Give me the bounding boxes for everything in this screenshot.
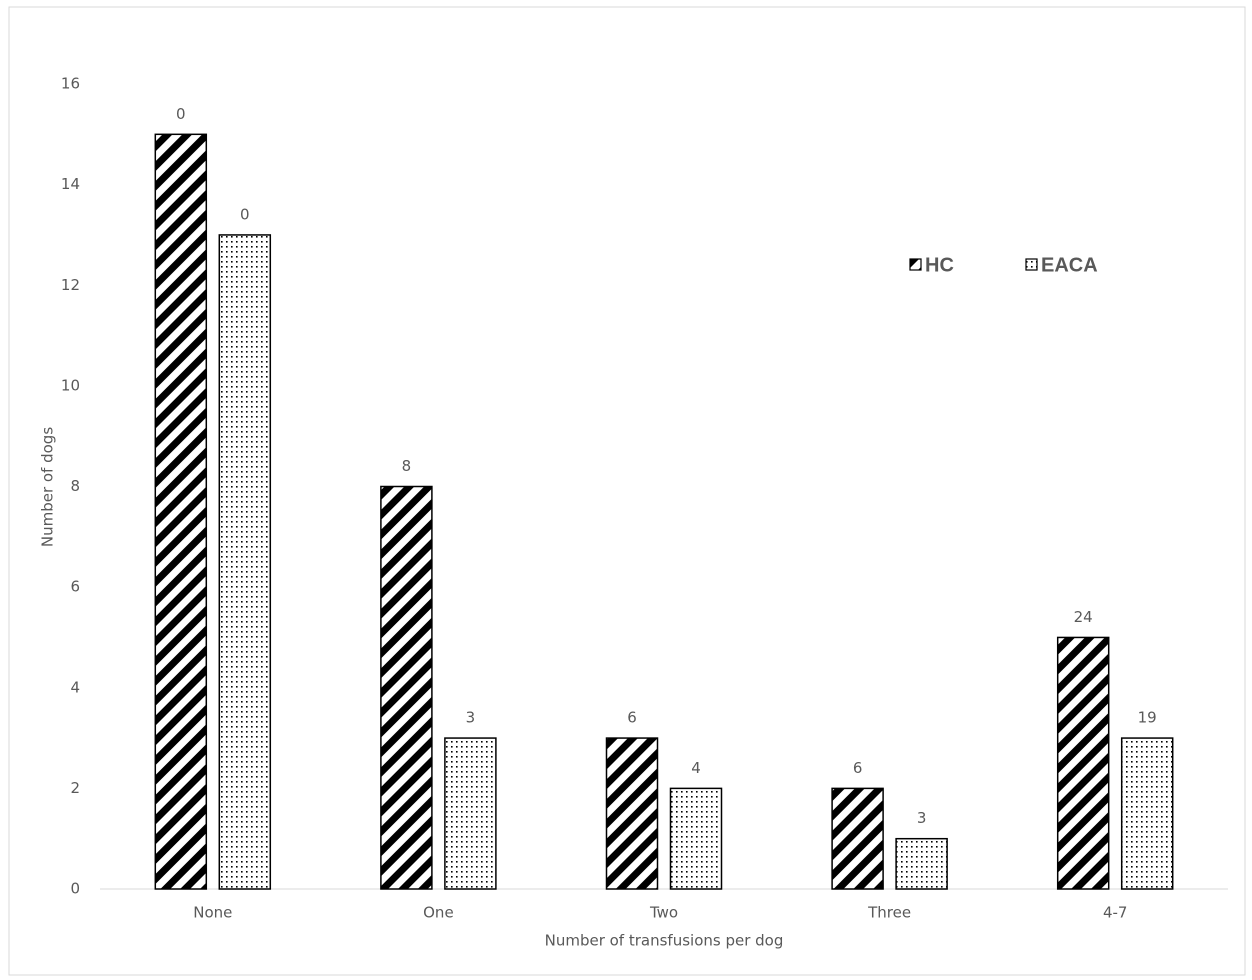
y-tick-label: 14 bbox=[61, 175, 80, 193]
bar-annotation: 0 bbox=[176, 105, 186, 123]
legend-label: EACA bbox=[1041, 254, 1098, 276]
bar-annotation: 4 bbox=[691, 759, 701, 777]
x-tick-label: One bbox=[423, 904, 454, 922]
bar-annotation: 19 bbox=[1138, 709, 1157, 727]
y-tick-label: 6 bbox=[70, 578, 80, 596]
y-tick-label: 8 bbox=[70, 477, 80, 495]
legend-label: HC bbox=[925, 254, 954, 276]
bar bbox=[895, 837, 948, 890]
bar-annotation: 0 bbox=[240, 205, 250, 223]
bar bbox=[605, 737, 659, 890]
y-tick-label: 10 bbox=[61, 376, 80, 394]
bar bbox=[669, 787, 723, 890]
bar bbox=[154, 133, 208, 890]
x-axis-title: Number of transfusions per dog bbox=[545, 932, 784, 950]
bar bbox=[831, 787, 884, 890]
bar bbox=[1120, 737, 1174, 890]
y-tick-label: 0 bbox=[70, 880, 80, 898]
bar-annotation: 3 bbox=[466, 709, 476, 727]
bar-annotation: 24 bbox=[1074, 608, 1093, 626]
bar bbox=[218, 234, 272, 890]
legend-swatch bbox=[909, 258, 922, 271]
y-tick-label: 2 bbox=[70, 779, 80, 797]
x-tick-label: Two bbox=[649, 904, 678, 922]
x-tick-label: None bbox=[193, 904, 232, 922]
bar-annotation: 6 bbox=[853, 759, 863, 777]
legend-swatch bbox=[1025, 258, 1038, 271]
bar bbox=[444, 737, 497, 890]
y-tick-label: 12 bbox=[61, 276, 80, 294]
bar bbox=[1056, 636, 1110, 890]
y-tick-label: 16 bbox=[61, 75, 80, 93]
bar bbox=[380, 485, 433, 890]
bar-annotation: 6 bbox=[627, 709, 637, 727]
x-tick-label: 4-7 bbox=[1103, 904, 1128, 922]
y-tick-label: 4 bbox=[70, 678, 80, 696]
y-axis-title: Number of dogs bbox=[39, 427, 57, 547]
x-tick-label: Three bbox=[867, 904, 911, 922]
bar-annotation: 3 bbox=[917, 809, 927, 827]
bar-annotation: 8 bbox=[402, 457, 412, 475]
